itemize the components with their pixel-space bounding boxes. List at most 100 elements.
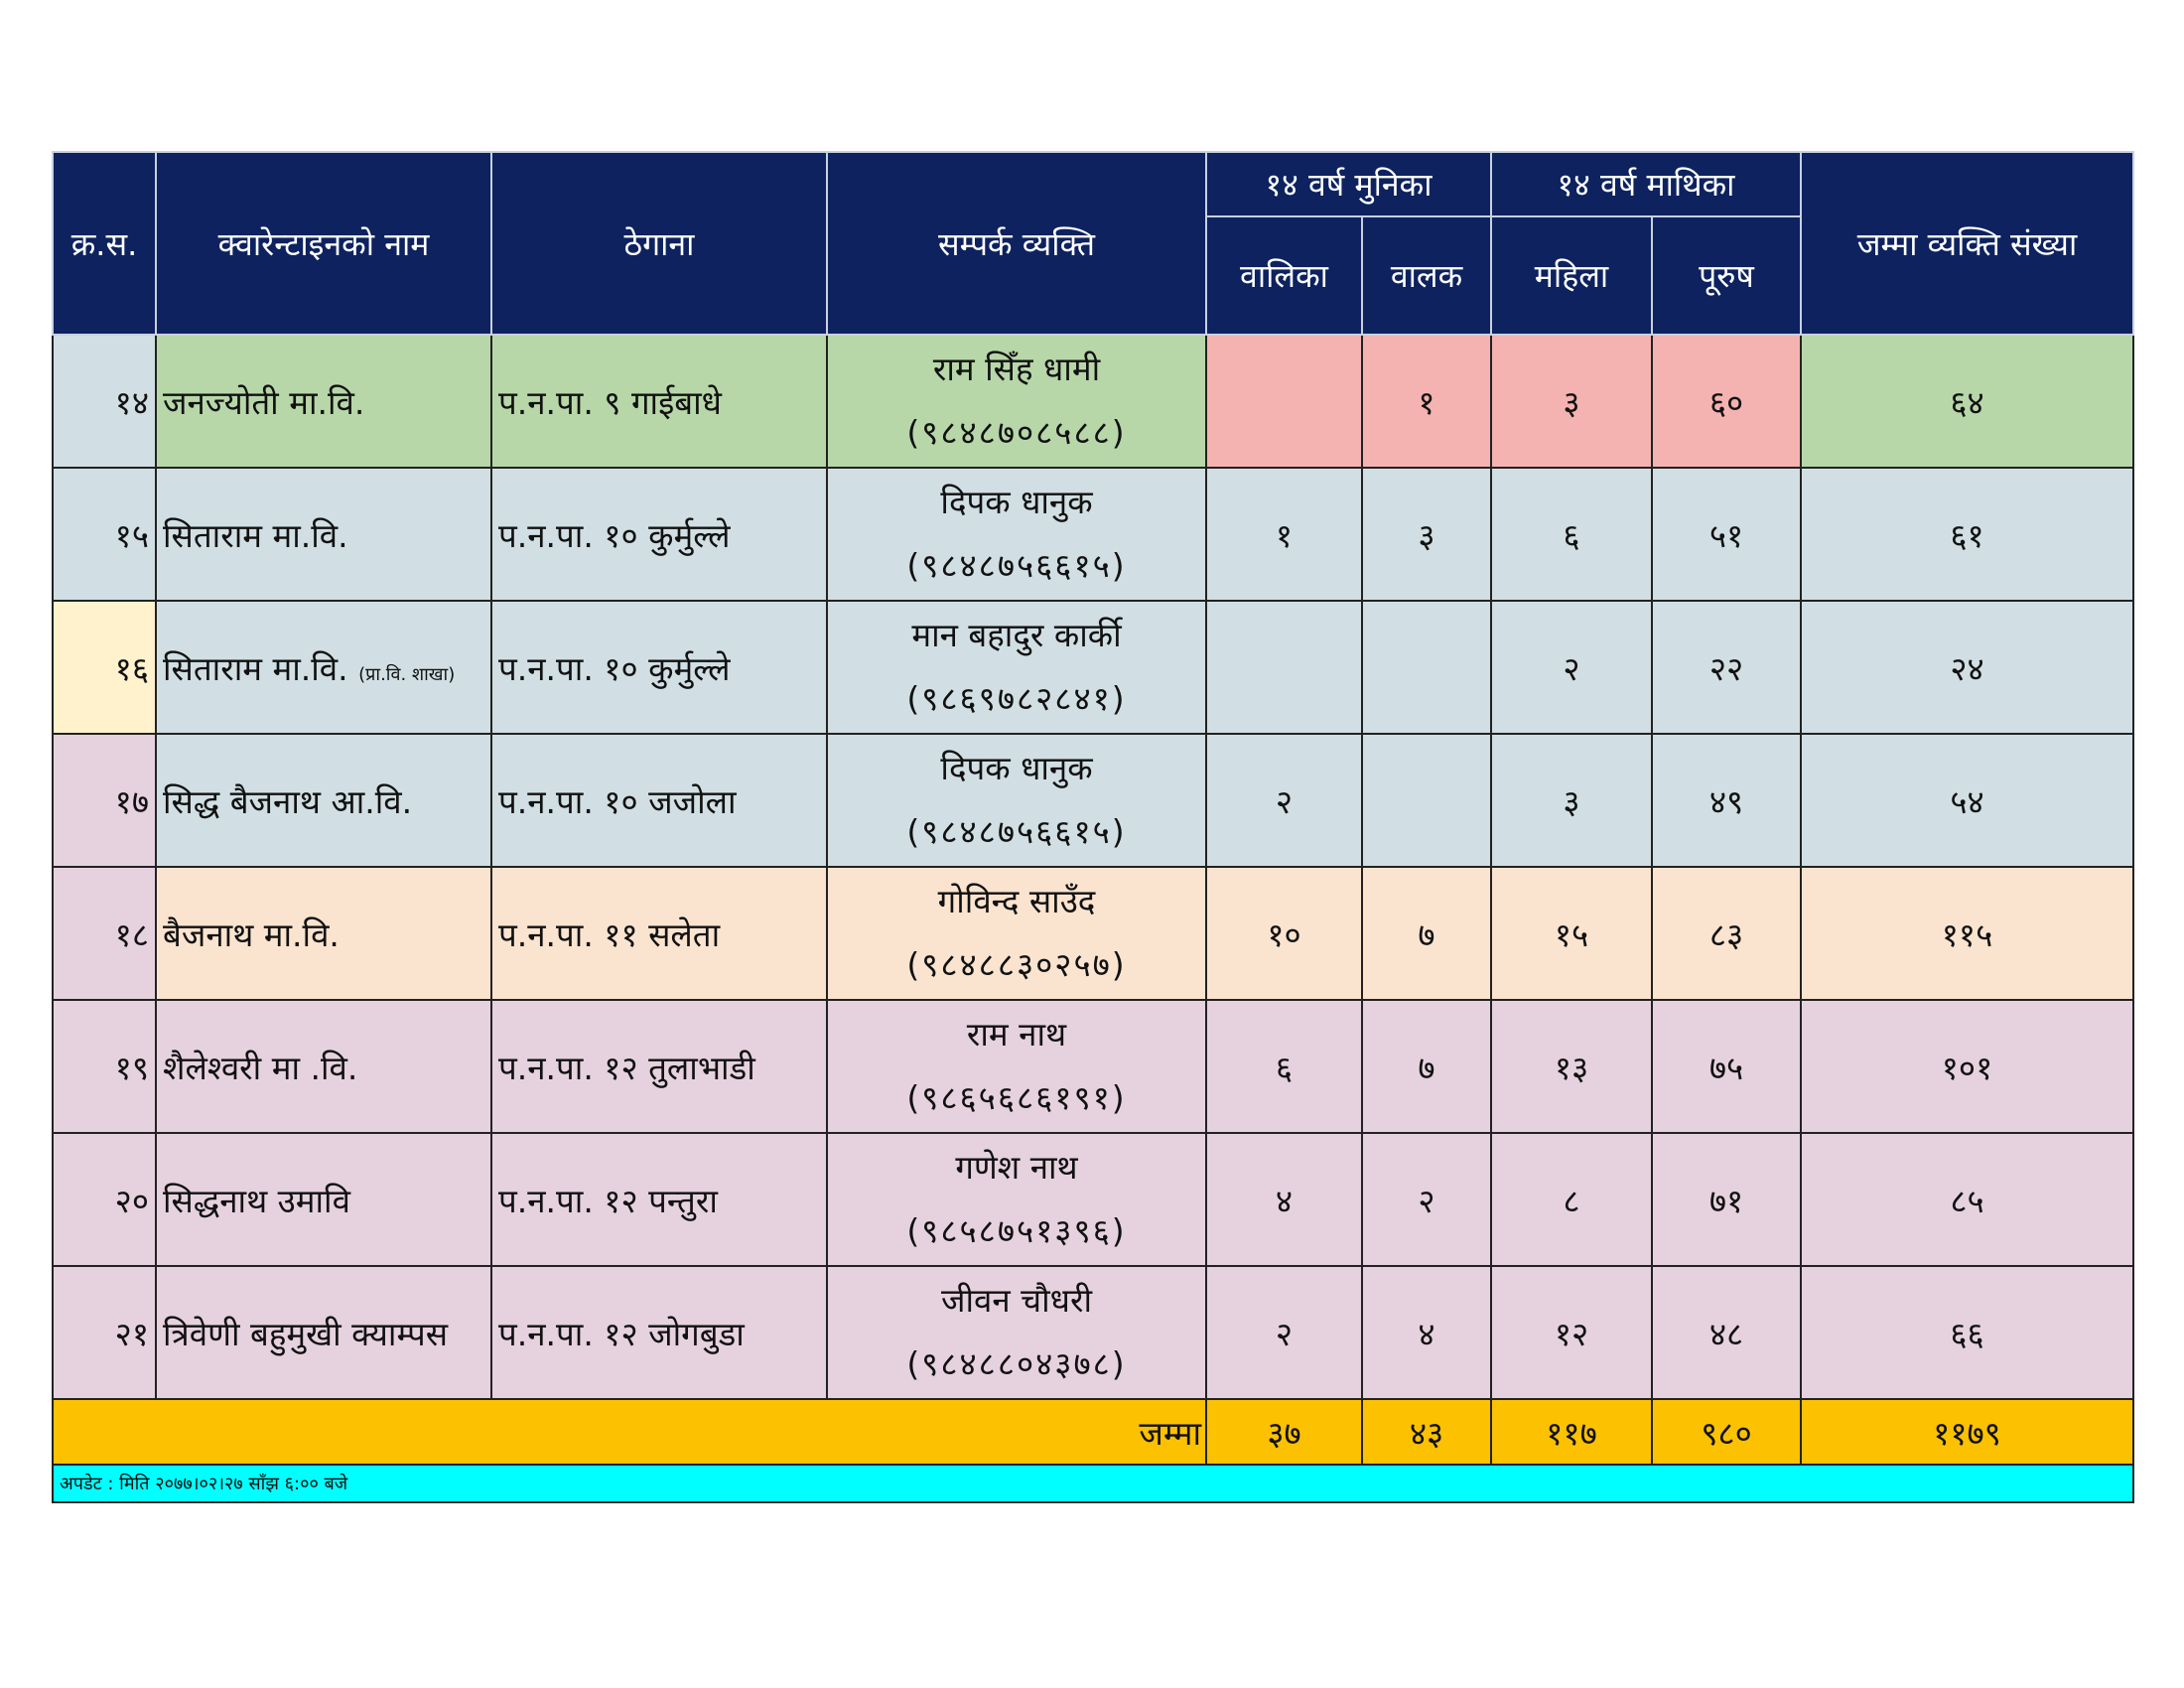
row-sn: १९ [52, 999, 157, 1134]
row-total: २४ [1800, 600, 2134, 735]
row-address: प.न.पा. ११ सलेता [490, 866, 828, 1001]
row-name-text: त्रिवेणी बहुमुखी क्याम्पस [163, 1314, 449, 1353]
table-row: १८ बैजनाथ मा.वि. प.न.पा. ११ सलेता गोविन्… [52, 866, 2134, 1001]
update-note: अपडेट : मिति २०७७।०२।२७ साँझ ६:०० बजे [52, 1464, 2134, 1503]
row-contact: गणेश नाथ (९८५८७५१३९६) [826, 1132, 1207, 1267]
row-name-text: सिताराम मा.वि. [163, 515, 348, 555]
row-name: सिद्ध बैजनाथ आ.वि. [155, 733, 492, 868]
row-sn: १८ [52, 866, 157, 1001]
row-men: ८३ [1651, 866, 1802, 1001]
row-contact: मान बहादुर कार्की (९८६९७८२८४१) [826, 600, 1207, 735]
row-boys: ४ [1361, 1265, 1492, 1400]
row-women: १२ [1490, 1265, 1653, 1400]
row-women: ३ [1490, 733, 1653, 868]
row-girls: १० [1205, 866, 1363, 1001]
row-boys: ७ [1361, 999, 1492, 1134]
row-sn: २० [52, 1132, 157, 1267]
contact-phone: (९८४८७५६६१५) [906, 546, 1127, 585]
row-women: १३ [1490, 999, 1653, 1134]
contact-phone: (९८४८८३०२५७) [906, 945, 1127, 984]
row-name-text: शैलेश्वरी मा .वि. [163, 1048, 358, 1087]
row-men: ४८ [1651, 1265, 1802, 1400]
row-men: ७१ [1651, 1132, 1802, 1267]
row-women: ८ [1490, 1132, 1653, 1267]
row-boys: २ [1361, 1132, 1492, 1267]
contact-name: राम सिँह धामी [932, 350, 1101, 388]
row-sn: २१ [52, 1265, 157, 1400]
row-address: प.न.पा. १० जजोला [490, 733, 828, 868]
row-girls: २ [1205, 733, 1363, 868]
contact-name: जीवन चौधरी [940, 1281, 1093, 1320]
totals-men: ९८० [1651, 1398, 1802, 1466]
header-women: महिला [1490, 215, 1653, 336]
header-boys: वालक [1361, 215, 1492, 336]
row-total: १०१ [1800, 999, 2134, 1134]
header-total: जम्मा व्यक्ति संख्या [1800, 151, 2134, 336]
row-address: प.न.पा. १२ पन्तुरा [490, 1132, 828, 1267]
row-name: बैजनाथ मा.वि. [155, 866, 492, 1001]
row-name: सिताराम मा.वि. (प्रा.वि. शाखा) [155, 600, 492, 735]
table-row: १९ शैलेश्वरी मा .वि. प.न.पा. १२ तुलाभाडी… [52, 999, 2134, 1134]
row-sn: १७ [52, 733, 157, 868]
row-contact: जीवन चौधरी (९८४८८०४३७८) [826, 1265, 1207, 1400]
row-contact: गोविन्द साउँद (९८४८८३०२५७) [826, 866, 1207, 1001]
row-men: ७५ [1651, 999, 1802, 1134]
table-row: २० सिद्धनाथ उमावि प.न.पा. १२ पन्तुरा गणे… [52, 1132, 2134, 1267]
row-total: ६१ [1800, 467, 2134, 602]
contact-name: राम नाथ [966, 1015, 1067, 1054]
header-men: पूरुष [1651, 215, 1802, 336]
row-girls: २ [1205, 1265, 1363, 1400]
row-girls [1205, 334, 1363, 469]
row-address: प.न.पा. १२ जोगबुडा [490, 1265, 828, 1400]
totals-label: जम्मा [52, 1398, 1207, 1466]
contact-name: गणेश नाथ [955, 1148, 1078, 1187]
table-body: १४ जनज्योती मा.वि. प.न.पा. ९ गाईबाधे राम… [52, 334, 2134, 1503]
contact-phone: (९८४८७५६६१५) [906, 812, 1127, 851]
header-name: क्वारेन्टाइनको नाम [155, 151, 492, 336]
contact-phone: (९८६५६८६१९१) [906, 1078, 1127, 1117]
contact-phone: (९८६९७८२८४१) [906, 679, 1127, 718]
totals-row: जम्मा ३७ ४३ ११७ ९८० ११७९ [52, 1398, 2134, 1466]
quarantine-table: क्र.स. क्वारेन्टाइनको नाम ठेगाना सम्पर्क… [52, 151, 2134, 1503]
contact-name: गोविन्द साउँद [937, 882, 1096, 920]
row-name-text: सिद्ध बैजनाथ आ.वि. [163, 781, 413, 821]
contact-name: दिपक धानुक [940, 749, 1093, 787]
table-row: १७ सिद्ध बैजनाथ आ.वि. प.न.पा. १० जजोला द… [52, 733, 2134, 868]
row-name-text: जनज्योती मा.वि. [163, 382, 365, 422]
totals-girls: ३७ [1205, 1398, 1363, 1466]
contact-name: दिपक धानुक [940, 483, 1093, 521]
header-address: ठेगाना [490, 151, 828, 336]
row-sn: १६ [52, 600, 157, 735]
table-row: १६ सिताराम मा.वि. (प्रा.वि. शाखा) प.न.पा… [52, 600, 2134, 735]
row-name: जनज्योती मा.वि. [155, 334, 492, 469]
header-contact: सम्पर्क व्यक्ति [826, 151, 1207, 336]
row-women: ६ [1490, 467, 1653, 602]
row-men: ४९ [1651, 733, 1802, 868]
totals-total: ११७९ [1800, 1398, 2134, 1466]
header-girls: वालिका [1205, 215, 1363, 336]
table-row: १५ सिताराम मा.वि. प.न.पा. १० कुर्मुल्ले … [52, 467, 2134, 602]
row-contact: राम नाथ (९८६५६८६१९१) [826, 999, 1207, 1134]
row-boys: १ [1361, 334, 1492, 469]
row-girls: ६ [1205, 999, 1363, 1134]
row-total: ६६ [1800, 1265, 2134, 1400]
contact-phone: (९८५८७५१३९६) [906, 1211, 1127, 1250]
update-row: अपडेट : मिति २०७७।०२।२७ साँझ ६:०० बजे [52, 1464, 2134, 1503]
row-boys: ३ [1361, 467, 1492, 602]
row-total: ५४ [1800, 733, 2134, 868]
row-total: ८५ [1800, 1132, 2134, 1267]
row-women: ३ [1490, 334, 1653, 469]
row-women: २ [1490, 600, 1653, 735]
header-sn: क्र.स. [52, 151, 157, 336]
row-boys [1361, 600, 1492, 735]
row-men: २२ [1651, 600, 1802, 735]
row-total: ६४ [1800, 334, 2134, 469]
table-header: क्र.स. क्वारेन्टाइनको नाम ठेगाना सम्पर्क… [52, 151, 2134, 336]
row-name-note: (प्रा.वि. शाखा) [358, 663, 456, 685]
row-sn: १५ [52, 467, 157, 602]
contact-phone: (९८४८७०८५८८) [906, 413, 1127, 452]
row-name: त्रिवेणी बहुमुखी क्याम्पस [155, 1265, 492, 1400]
table-row: १४ जनज्योती मा.वि. प.न.पा. ९ गाईबाधे राम… [52, 334, 2134, 469]
row-name-text: सिद्धनाथ उमावि [163, 1181, 350, 1220]
row-address: प.न.पा. १० कुर्मुल्ले [490, 600, 828, 735]
